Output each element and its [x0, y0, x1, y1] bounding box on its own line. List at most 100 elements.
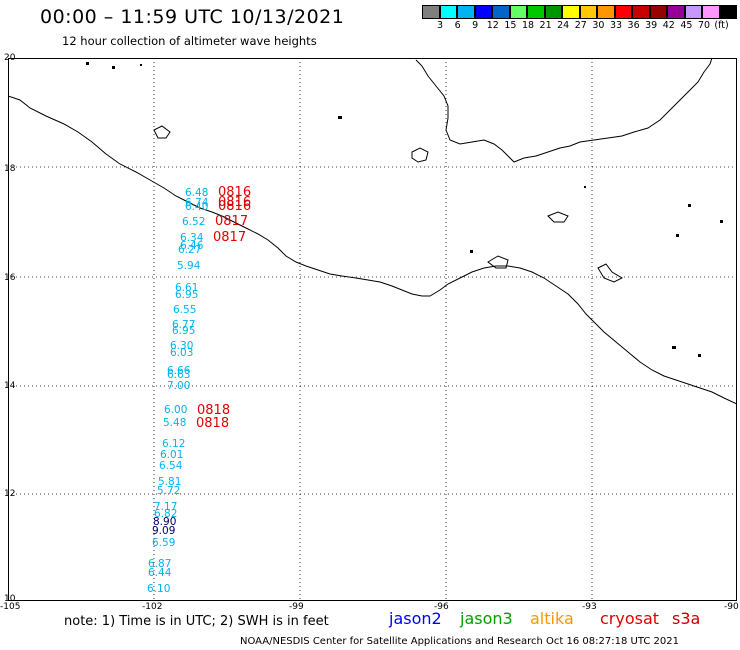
legend-swatch	[649, 5, 667, 19]
satellite-jason2: jason2	[389, 609, 442, 628]
coastline-gulf	[415, 58, 713, 163]
lake-chapala	[153, 125, 171, 139]
legend-label: 27	[574, 20, 587, 31]
lon-label: -99	[289, 602, 304, 612]
footer-note: note: 1) Time is in UTC; 2) SWH is in fe…	[64, 614, 329, 629]
lat-label: 20	[4, 53, 16, 63]
legend-swatch	[667, 5, 685, 19]
lat-label: 16	[4, 273, 16, 283]
coastline-pacific	[8, 95, 737, 405]
legend-swatch	[544, 5, 562, 19]
wave-height-value: 6.03	[170, 347, 194, 359]
time-label: 0816	[218, 195, 252, 210]
wave-height-value: 6.87	[148, 558, 172, 570]
wave-height-value: 6.40	[185, 201, 209, 213]
lon-label: -102	[142, 602, 163, 612]
wave-height-value: 6.44	[148, 567, 172, 579]
wave-height-value: 6.00	[164, 404, 188, 416]
wave-height-value: 6.66	[167, 365, 191, 377]
legend-label: 42	[662, 20, 675, 31]
legend-swatch	[439, 5, 457, 19]
wave-height-value: 6.61	[175, 282, 199, 294]
wave-height-value: 9.09	[152, 525, 176, 537]
legend-swatch	[719, 5, 737, 19]
map-title: 00:00 – 11:59 UTC 10/13/2021	[40, 6, 345, 28]
wave-height-value: 6.12	[162, 438, 186, 450]
legend-swatch	[527, 5, 545, 19]
grid-lines	[8, 58, 737, 601]
satellite-jason3: jason3	[460, 609, 513, 628]
legend-swatch	[474, 5, 492, 19]
legend-label: 33	[609, 20, 623, 31]
lat-label: 14	[4, 381, 16, 391]
map-subtitle: 12 hour collection of altimeter wave hei…	[62, 34, 317, 48]
wave-height-value: 6.77	[172, 319, 196, 331]
wave-height-value: 6.27	[178, 244, 202, 256]
legend-label: 15	[504, 20, 517, 31]
wave-height-value: 6.82	[154, 508, 178, 520]
wave-height-value: 6.59	[152, 537, 176, 549]
wave-height-value: 6.74	[185, 197, 209, 209]
satellite-altika: altika	[530, 609, 574, 628]
credit-line: NOAA/NESDIS Center for Satellite Applica…	[240, 636, 679, 647]
time-label: 0818	[197, 403, 231, 418]
wave-height-value: 5.94	[177, 260, 201, 272]
legend-swatch	[632, 5, 650, 19]
lon-label: -93	[582, 602, 597, 612]
lon-label: -105	[0, 602, 21, 612]
legend-swatch	[702, 5, 720, 19]
time-label: 0816	[218, 185, 252, 200]
lon-label: -96	[434, 602, 449, 612]
wave-height-value: 6.54	[159, 460, 183, 472]
wave-height-value: 7.17	[154, 501, 178, 513]
island-shape-2	[597, 263, 624, 283]
legend-label: 36	[627, 20, 640, 31]
wave-height-value: 6.95	[172, 325, 196, 337]
wave-height-value: 6.63	[167, 369, 191, 381]
legend-swatch	[562, 5, 580, 19]
time-label: 0816	[218, 199, 252, 214]
legend-label: 18	[521, 20, 535, 31]
wave-height-value: 6.55	[173, 304, 197, 316]
wave-height-value: 6.95	[175, 289, 199, 301]
wave-height-value: 6.46	[180, 240, 204, 252]
legend-swatch	[492, 5, 510, 19]
legend-swatch	[597, 5, 615, 19]
wave-height-value: 6.48	[185, 187, 209, 199]
legend-label: 30	[592, 20, 605, 31]
time-label: 0817	[213, 230, 247, 245]
wave-height-value: 6.52	[182, 216, 206, 228]
legend-label: 12	[486, 20, 499, 31]
small-islands	[86, 62, 723, 357]
lake-2	[487, 255, 509, 269]
legend-swatch	[509, 5, 527, 19]
wave-height-value: 5.72	[157, 485, 181, 497]
wave-height-value: 6.10	[147, 583, 171, 595]
wave-height-value: 6.34	[180, 232, 204, 244]
legend-label: 21	[539, 20, 552, 31]
color-legend-labels: 3 6 9 12 15 18 21 24 27 30 33 36 39 42 45 70 (ft)	[422, 20, 740, 34]
legend-swatch	[457, 5, 475, 19]
wave-height-value: 6.01	[160, 449, 184, 461]
legend-label: 39	[645, 20, 658, 31]
satellite-cryosat: cryosat	[600, 609, 660, 628]
satellite-s3a: s3a	[672, 609, 701, 628]
map-frame	[8, 58, 737, 601]
legend-label: 6	[454, 20, 461, 31]
legend-label: 70	[697, 20, 711, 31]
wave-height-value: 7.00	[167, 380, 191, 392]
lake-shape	[411, 147, 429, 163]
wave-height-value: 6.30	[170, 340, 194, 352]
legend-label: 9	[472, 20, 479, 31]
color-legend	[422, 5, 737, 19]
lat-label: 12	[4, 489, 16, 499]
lat-label: 10	[4, 594, 16, 604]
legend-swatch	[684, 5, 702, 19]
wave-height-value: 5.48	[163, 417, 187, 429]
legend-label: (ft)	[714, 20, 729, 31]
legend-swatch	[579, 5, 597, 19]
time-label: 0817	[215, 214, 249, 229]
lon-label: -90	[724, 602, 739, 612]
legend-label: 45	[680, 20, 693, 31]
